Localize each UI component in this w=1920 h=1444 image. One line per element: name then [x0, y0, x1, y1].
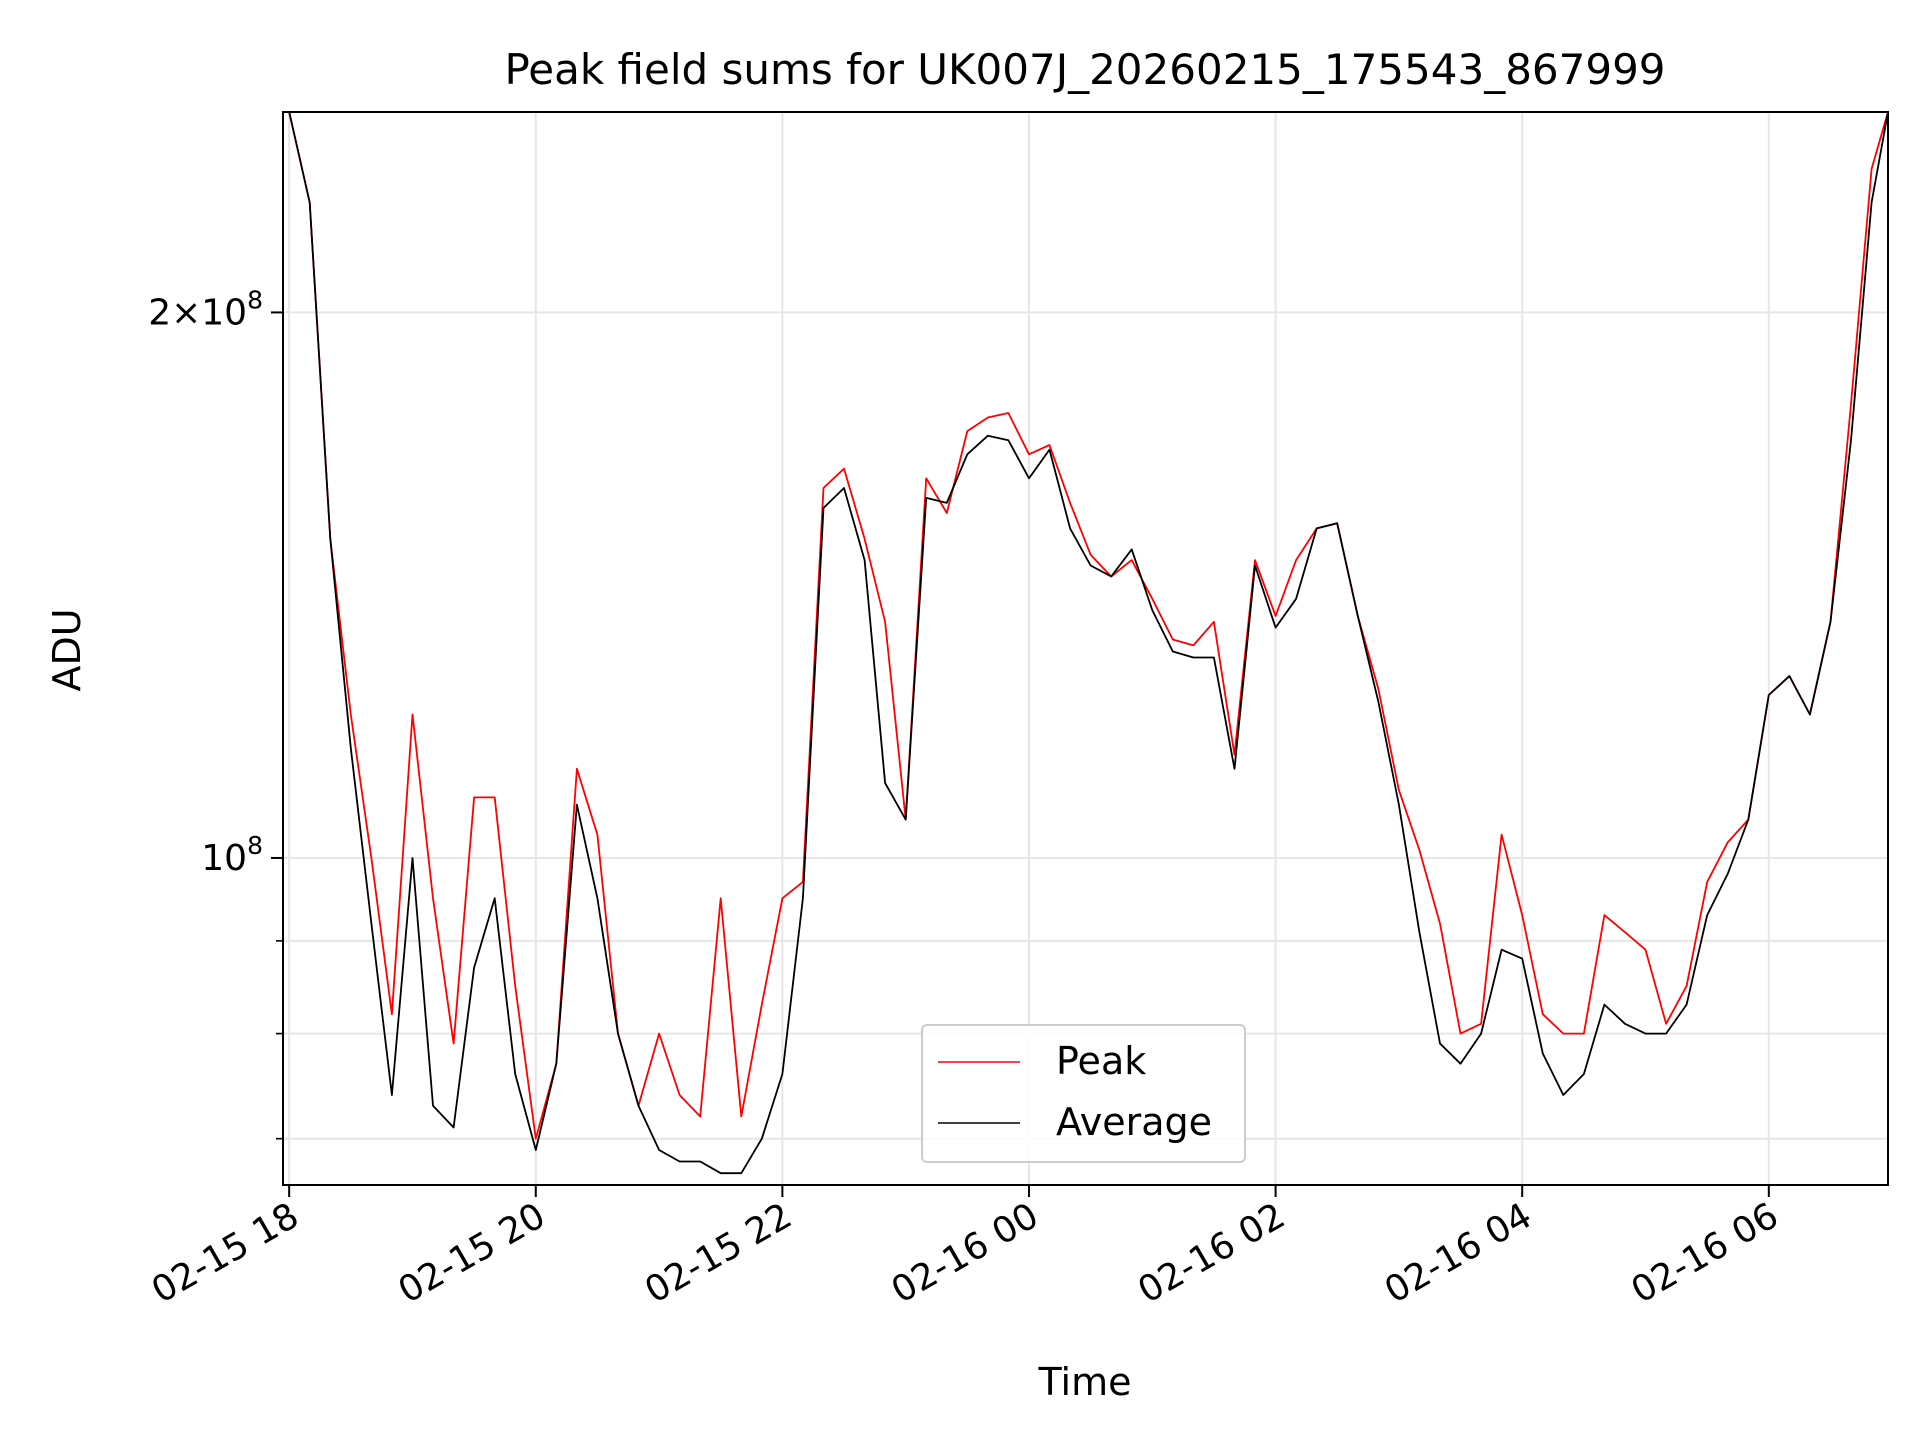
x-axis-label: Time [1038, 1360, 1132, 1404]
y-tick-label: 108 [201, 831, 263, 879]
series-line-average [288, 112, 1888, 1175]
y-tick-label: 2×108 [148, 285, 263, 333]
series-layer [288, 112, 1888, 1175]
legend-average-label: Average [1056, 1100, 1212, 1144]
chart-title: Peak field sums for UK007J_20260215_1755… [504, 45, 1665, 94]
y-axis-label: ADU [45, 608, 89, 691]
legend: Peak Average [921, 1024, 1246, 1163]
legend-frame [921, 1024, 1246, 1163]
legend-peak-label: Peak [1056, 1039, 1146, 1083]
plot-frame [282, 111, 1889, 1186]
